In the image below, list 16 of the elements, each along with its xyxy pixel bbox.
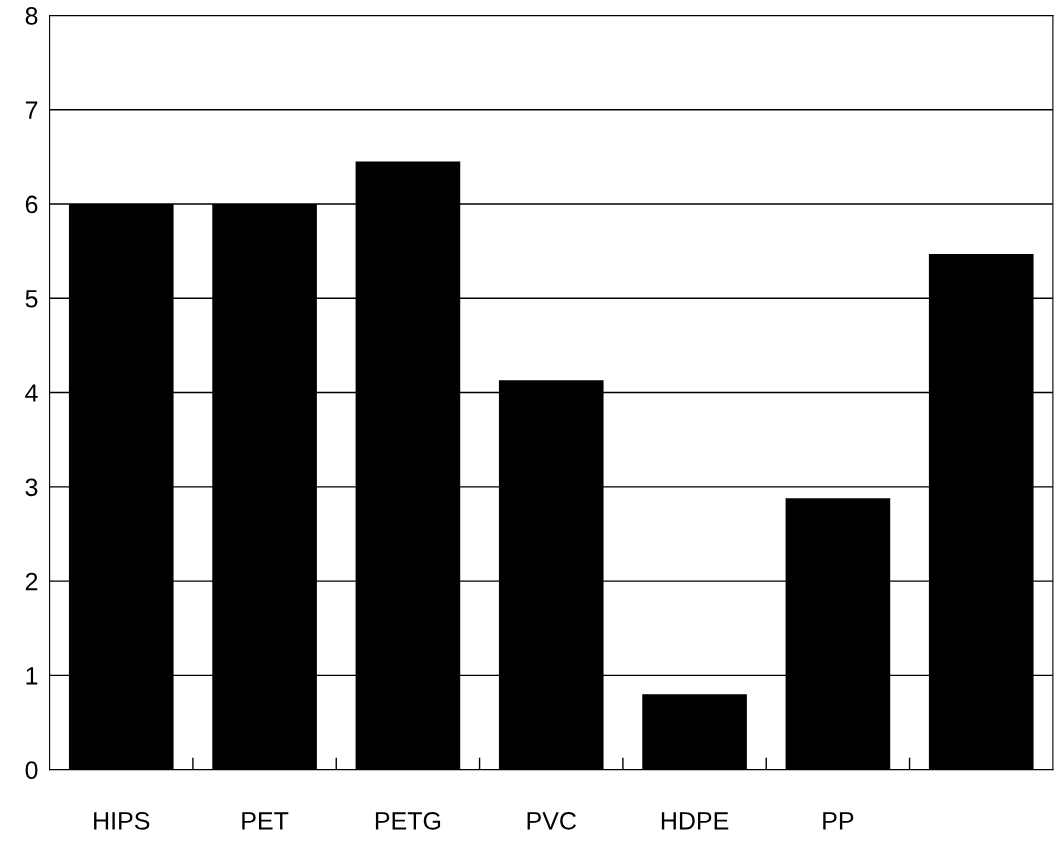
x-tick-label: PETG: [375, 811, 441, 830]
y-tick-label: 2: [25, 572, 38, 591]
y-tick-label: 7: [25, 101, 38, 119]
y-tick-label: 1: [26, 667, 38, 685]
y-tick-label: 4: [25, 384, 38, 402]
x-tick-label: HIPS: [94, 811, 150, 830]
x-tick-label: PET: [242, 812, 289, 830]
x-tick-label: HDPE: [661, 812, 729, 830]
y-tick-label: 5: [25, 290, 38, 308]
bar: [642, 694, 747, 770]
y-tick-label: 0: [25, 761, 38, 779]
x-tick-label: PP: [823, 812, 854, 830]
y-tick-label: 3: [25, 478, 38, 497]
x-tick-label: PVC: [527, 811, 576, 830]
y-tick-label: 8: [25, 7, 38, 25]
y-tick-label: 6: [25, 195, 38, 214]
